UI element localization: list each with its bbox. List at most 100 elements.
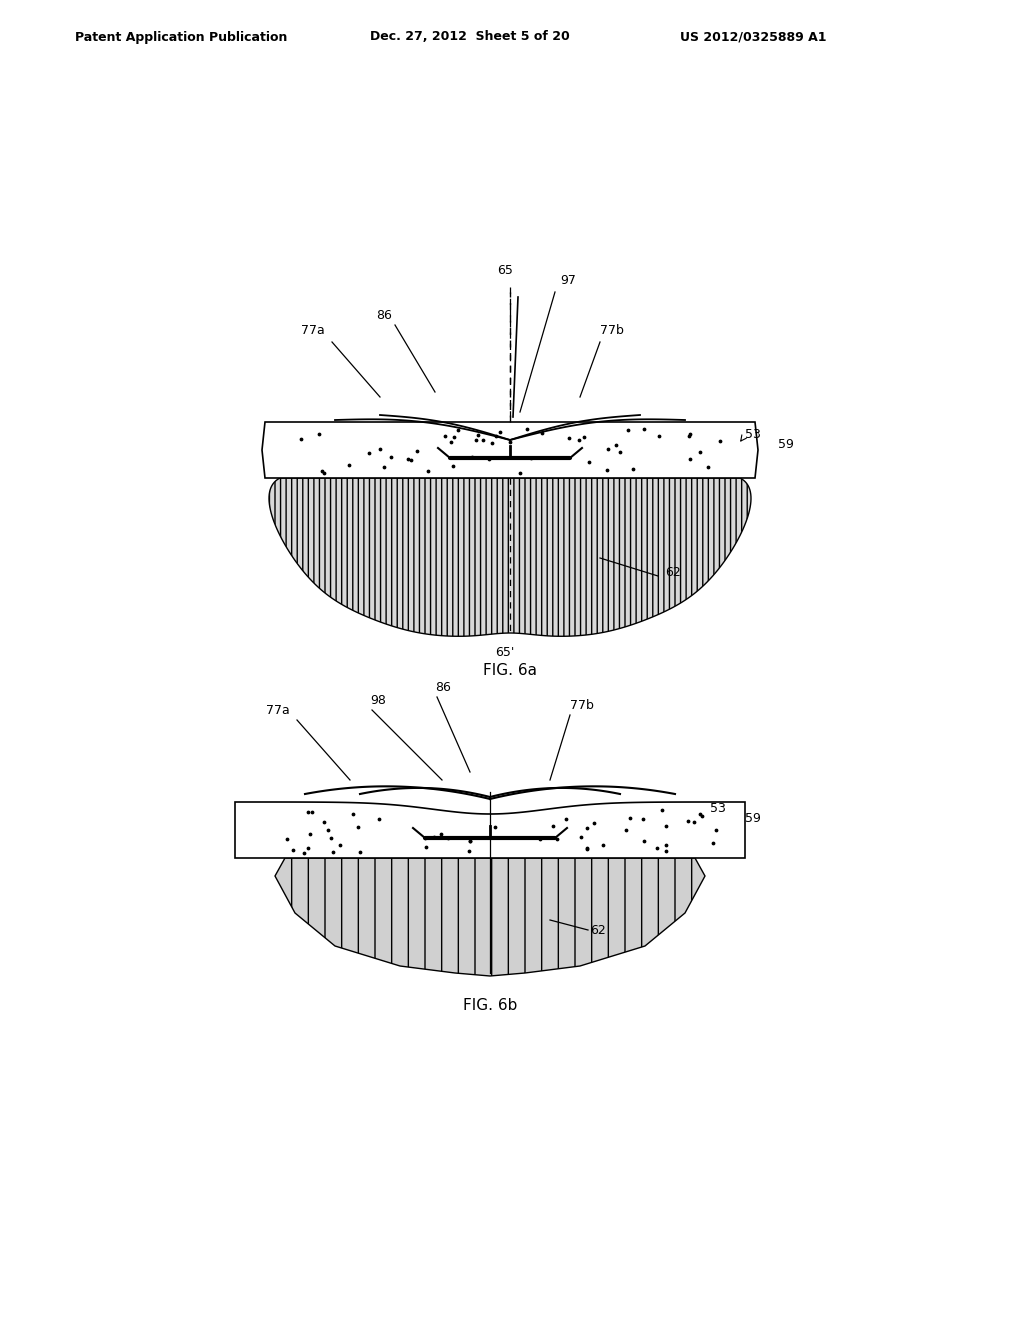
Polygon shape [269,478,751,636]
Point [571,429,588,450]
Text: US 2012/0325889 A1: US 2012/0325889 A1 [680,30,826,44]
Point [417,828,433,849]
Point [483,432,500,453]
Point [682,424,698,445]
Point [492,421,508,442]
Point [469,425,485,446]
Point [376,457,392,478]
Point [462,830,478,851]
Point [561,428,578,449]
Point [279,829,295,850]
Point [296,842,312,863]
Point [600,438,616,459]
Text: 77b: 77b [570,700,594,711]
Point [680,810,696,832]
Point [657,841,674,862]
Point [625,458,641,479]
Point [623,808,639,829]
Point [657,834,674,855]
Point [657,814,674,836]
Point [418,837,434,858]
Point [686,812,702,833]
Point [371,809,387,830]
Point [487,426,504,447]
Point [532,828,549,849]
Point [437,426,454,447]
Point [352,842,369,863]
Polygon shape [262,422,758,478]
Point [311,424,328,445]
Text: 97: 97 [560,275,575,286]
Point [313,459,330,480]
Point [300,801,316,822]
Point [608,434,625,455]
Point [403,450,420,471]
Point [315,810,332,832]
Text: 98: 98 [370,694,386,708]
Text: 77a: 77a [266,704,290,717]
Point [464,446,480,467]
Point [579,817,595,838]
Point [612,442,629,463]
Point [475,430,492,451]
Point [699,457,716,478]
Point [549,828,565,849]
Point [545,816,561,837]
Point [636,418,652,440]
Point [594,834,610,855]
Polygon shape [234,803,745,858]
Point [681,425,697,446]
Point [486,816,503,837]
Text: 65': 65' [496,645,515,659]
Point [442,432,459,453]
Text: 65: 65 [497,264,513,277]
Point [512,462,528,483]
Point [577,426,593,447]
Text: 53: 53 [745,429,761,441]
Point [635,808,651,829]
Point [332,834,348,855]
Point [579,838,595,859]
Point [650,425,667,446]
Point [285,840,301,861]
Point [420,461,436,482]
Point [425,826,441,847]
Point [444,455,461,477]
Point [480,449,497,470]
Text: 59: 59 [745,812,761,825]
Point [302,824,318,845]
Point [636,830,652,851]
Point [682,449,698,470]
Point [691,441,708,462]
Point [445,426,462,447]
Text: 77b: 77b [600,323,624,337]
Point [321,820,337,841]
Point [523,447,540,469]
Point [340,455,356,477]
Point [325,842,341,863]
Text: 62: 62 [665,566,681,579]
Point [519,418,536,440]
Text: 86: 86 [435,681,451,694]
Point [372,438,388,459]
Point [620,420,636,441]
Point [304,801,321,822]
Point [315,462,332,483]
Point [503,432,519,453]
Point [400,449,417,470]
Point [693,805,710,826]
Point [617,820,634,841]
Text: 62: 62 [590,924,606,936]
Text: Dec. 27, 2012  Sheet 5 of 20: Dec. 27, 2012 Sheet 5 of 20 [370,30,569,44]
Text: Patent Application Publication: Patent Application Publication [75,30,288,44]
Point [450,418,466,440]
Point [705,833,721,854]
Point [461,841,477,862]
Point [409,441,425,462]
Point [468,429,484,450]
Point [572,826,589,847]
Point [586,813,602,834]
Point [598,459,614,480]
Point [293,428,309,449]
Point [579,838,595,859]
